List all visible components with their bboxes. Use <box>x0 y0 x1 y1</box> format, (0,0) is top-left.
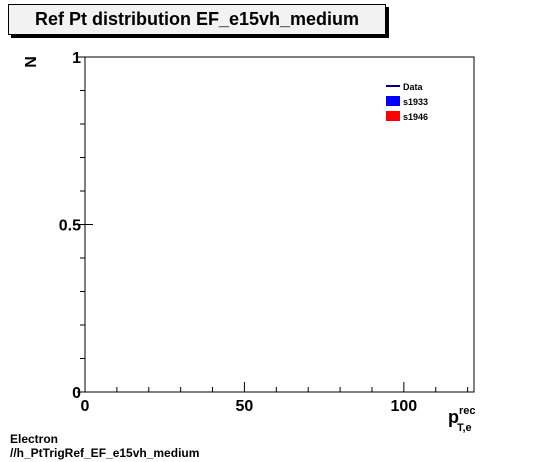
x-axis-label: p rec T,e <box>448 405 476 434</box>
x-tick-label: 100 <box>391 398 418 415</box>
chart-title: Ref Pt distribution EF_e15vh_medium <box>8 4 386 35</box>
legend-fill-swatch <box>386 111 400 121</box>
legend-label: s1933 <box>403 97 428 107</box>
legend-fill-swatch <box>386 96 400 106</box>
x-axis: 0 50 100 <box>81 382 469 415</box>
y-tick-label: 0 <box>72 385 81 402</box>
legend: Data s1933 s1946 <box>386 82 428 122</box>
y-axis: 00.51 <box>59 50 93 402</box>
x-axis-label-subscript: T,e <box>457 422 472 434</box>
y-axis-label: N <box>23 56 40 68</box>
legend-label: Data <box>403 82 424 92</box>
plot-frame <box>84 56 475 393</box>
y-tick-label: 1 <box>72 50 81 67</box>
legend-label: s1946 <box>403 112 428 122</box>
x-tick-label: 0 <box>81 398 90 415</box>
x-tick-label: 50 <box>236 398 254 415</box>
x-axis-label-superscript: rec <box>459 405 476 417</box>
x-axis-label-main: p <box>448 407 459 427</box>
footer-category: Electron <box>10 432 59 446</box>
footer-histogram-path: //h_PtTrigRef_EF_e15vh_medium <box>10 446 200 460</box>
y-tick-label: 0.5 <box>59 218 81 235</box>
